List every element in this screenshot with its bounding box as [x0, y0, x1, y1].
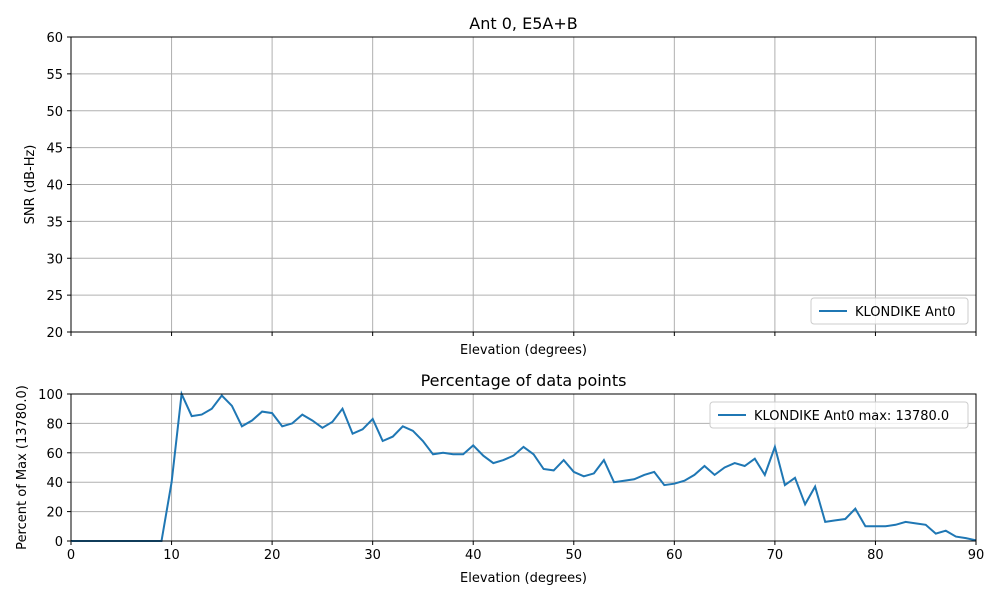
y-tick-label: 55 — [46, 68, 63, 83]
x-tick-label: 40 — [465, 548, 482, 563]
x-axis-label: Elevation (degrees) — [460, 343, 587, 358]
y-tick-label: 35 — [46, 215, 63, 230]
x-tick-label: 0 — [67, 548, 75, 563]
y-tick-label: 40 — [46, 476, 63, 491]
legend-box — [709, 401, 969, 429]
y-tick-label: 25 — [46, 289, 63, 304]
x-tick-label: 50 — [566, 548, 583, 563]
y-tick-label: 30 — [46, 252, 63, 267]
legend: KLONDIKE Ant0 — [810, 297, 969, 325]
y-tick-label: 40 — [46, 179, 63, 194]
y-tick-label: 60 — [46, 31, 63, 46]
y-axis-label: SNR (dB-Hz) — [23, 145, 38, 225]
legend-label: KLONDIKE Ant0 — [855, 305, 955, 320]
x-tick-label: 80 — [867, 548, 884, 563]
y-tick-label: 80 — [46, 417, 63, 432]
x-axis-label: Elevation (degrees) — [460, 571, 587, 586]
chart-title: Percentage of data points — [421, 371, 627, 390]
y-tick-label: 50 — [46, 105, 63, 120]
subplot-1: 20 25 30 35 40 45 50 55 60 Ant 0, E5A+B Elevation … — [23, 14, 977, 358]
y-tick-label: 100 — [38, 388, 63, 403]
x-tick-label: 30 — [364, 548, 381, 563]
chart-title: Ant 0, E5A+B — [469, 14, 577, 33]
x-tick-label: 20 — [264, 548, 281, 563]
x-tick-label: 10 — [163, 548, 180, 563]
y-tick-label: 60 — [46, 447, 63, 462]
legend-label: KLONDIKE Ant0 max: 13780.0 — [754, 409, 949, 424]
y-tick-label: 20 — [46, 326, 63, 341]
legend: KLONDIKE Ant0 max: 13780.0 — [709, 401, 969, 429]
y-axis-label: Percent of Max (13780.0) — [15, 385, 30, 550]
x-tick-label: 60 — [666, 548, 683, 563]
legend-box — [810, 297, 969, 325]
x-tick-label: 70 — [767, 548, 784, 563]
y-tick-label: 0 — [55, 535, 63, 550]
plot-frame — [70, 393, 977, 542]
y-tick-label: 20 — [46, 506, 63, 521]
y-tick-label: 45 — [46, 142, 63, 157]
x-tick-label: 90 — [968, 548, 985, 563]
plot-frame — [70, 36, 977, 333]
subplot-2: 0 10 20 30 40 50 60 70 80 90 0 20 40 60 80 100 Percentag… — [15, 371, 984, 586]
series-line — [71, 390, 977, 542]
